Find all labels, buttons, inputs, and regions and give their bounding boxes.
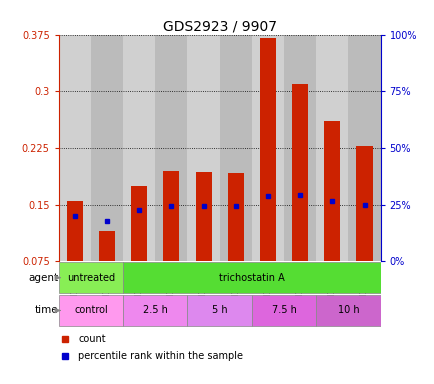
Bar <box>195 172 211 261</box>
Bar <box>316 35 348 261</box>
Bar <box>260 38 275 261</box>
Text: 2.5 h: 2.5 h <box>142 306 168 316</box>
Bar <box>283 35 316 261</box>
Bar <box>187 35 219 261</box>
Text: control: control <box>74 306 108 316</box>
Bar <box>251 35 283 261</box>
Text: 10 h: 10 h <box>337 306 358 316</box>
Title: GDS2923 / 9907: GDS2923 / 9907 <box>162 20 276 33</box>
Bar <box>348 35 380 261</box>
Bar <box>251 295 316 326</box>
Bar <box>155 35 187 261</box>
Bar <box>59 262 123 293</box>
Text: 7.5 h: 7.5 h <box>271 306 296 316</box>
Bar <box>316 295 380 326</box>
Bar <box>219 35 251 261</box>
Bar <box>67 201 82 261</box>
Bar <box>123 262 380 293</box>
Text: percentile rank within the sample: percentile rank within the sample <box>78 351 243 361</box>
Text: count: count <box>78 334 105 344</box>
Bar <box>187 295 251 326</box>
Bar <box>356 146 372 261</box>
Bar <box>227 173 243 261</box>
Bar <box>163 170 179 261</box>
Text: trichostatin A: trichostatin A <box>218 273 284 283</box>
Bar <box>59 295 123 326</box>
Bar <box>123 35 155 261</box>
Bar <box>292 84 308 261</box>
Bar <box>91 35 123 261</box>
Bar <box>59 35 91 261</box>
Bar <box>123 295 187 326</box>
Bar <box>99 231 115 261</box>
Text: agent: agent <box>29 273 59 283</box>
Text: time: time <box>35 306 59 316</box>
Text: untreated: untreated <box>67 273 115 283</box>
Bar <box>324 121 339 261</box>
Bar <box>131 186 147 261</box>
Text: 5 h: 5 h <box>211 306 227 316</box>
